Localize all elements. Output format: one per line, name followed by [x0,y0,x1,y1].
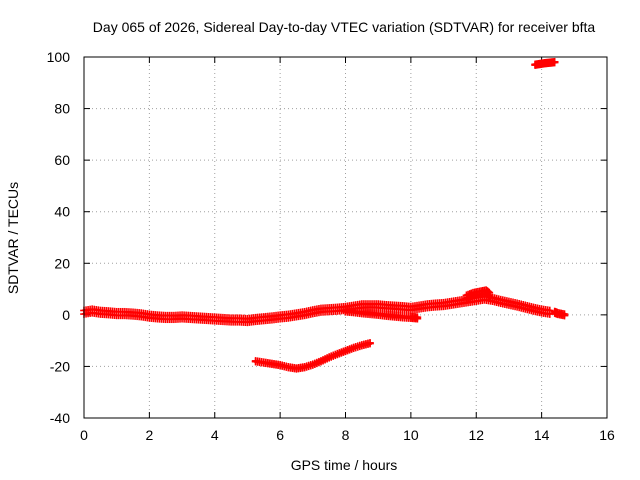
y-tick-label: -20 [50,358,70,374]
x-tick-label: 4 [211,427,219,443]
x-tick-label: 14 [534,427,550,443]
data-point [550,58,559,67]
axis-tick-labels: 0 2 4 6 8 10 12 14 16 -40 -20 0 20 40 60 80 100 [47,49,615,443]
y-tick-label: 0 [62,307,70,323]
y-tick-label: 80 [54,101,70,117]
grid [84,57,607,418]
x-tick-label: 10 [403,427,419,443]
x-tick-label: 8 [342,427,350,443]
plot-frame [83,56,608,419]
x-tick-label: 6 [276,427,284,443]
y-tick-label: 100 [47,49,71,65]
x-tick-label: 16 [599,427,615,443]
x-tick-label: 2 [145,427,153,443]
y-tick-label: 20 [54,255,70,271]
y-tick-label: -40 [50,410,70,426]
y-tick-label: 40 [54,204,70,220]
chart-title: Day 065 of 2026, Sidereal Day-to-day VTE… [93,19,596,35]
x-tick-label: 0 [80,427,88,443]
data-point [485,291,494,300]
y-axis-title: SDTVAR / TECUs [5,182,21,294]
data-points [80,57,569,373]
x-axis-title: GPS time / hours [291,457,398,473]
data-point [413,314,422,323]
y-tick-label: 60 [54,152,70,168]
x-tick-label: 12 [468,427,484,443]
data-point [366,339,374,348]
data-point [560,311,569,320]
